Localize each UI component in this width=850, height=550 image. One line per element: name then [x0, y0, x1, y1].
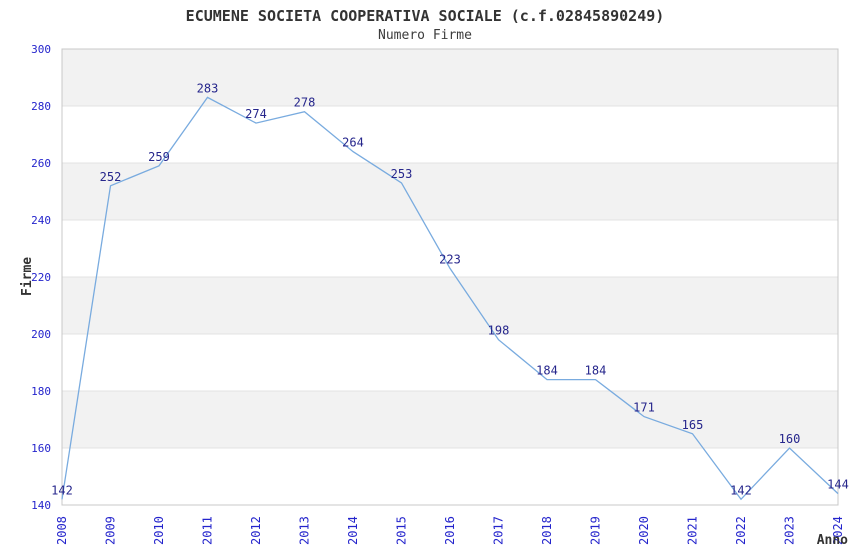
data-point-label: 223 — [439, 252, 461, 266]
grid-band — [62, 391, 838, 448]
y-axis-tick-label: 240 — [31, 214, 51, 227]
data-point-label: 142 — [51, 483, 73, 497]
y-axis-tick-label: 180 — [31, 385, 51, 398]
data-point-label: 160 — [779, 432, 801, 446]
data-point-label: 171 — [633, 401, 655, 415]
x-axis-tick-label: 2009 — [104, 516, 118, 545]
data-point-label: 259 — [148, 150, 170, 164]
chart-subtitle: Numero Firme — [378, 28, 472, 43]
grid-band — [62, 163, 838, 220]
x-axis-tick-label: 2015 — [395, 516, 409, 545]
x-axis-title: Anno — [817, 533, 848, 548]
x-axis-tick-label: 2012 — [249, 516, 263, 545]
x-axis-tick-label: 2024 — [831, 516, 845, 545]
data-point-label: 283 — [197, 81, 219, 95]
data-point-label: 264 — [342, 136, 364, 150]
y-axis-tick-label: 260 — [31, 157, 51, 170]
y-axis-tick-label: 220 — [31, 271, 51, 284]
x-axis-tick-label: 2014 — [346, 516, 360, 545]
grid-band — [62, 277, 838, 334]
y-axis-title: Firme — [20, 257, 35, 296]
data-point-label: 165 — [682, 418, 704, 432]
x-axis-tick-label: 2023 — [783, 516, 797, 545]
x-axis-tick-label: 2018 — [540, 516, 554, 545]
x-axis-tick-label: 2021 — [686, 516, 700, 545]
y-axis-tick-label: 280 — [31, 100, 51, 113]
x-axis-tick-label: 2013 — [298, 516, 312, 545]
x-axis-tick-label: 2019 — [589, 516, 603, 545]
x-axis-tick-label: 2011 — [201, 516, 215, 545]
plot-border — [61, 48, 839, 506]
x-axis-tick-label: 2020 — [637, 516, 651, 545]
y-axis-tick-label: 300 — [31, 43, 51, 56]
y-axis-tick-label: 160 — [31, 442, 51, 455]
data-point-label: 253 — [391, 167, 413, 181]
data-point-label: 144 — [827, 478, 849, 492]
x-axis-tick-label: 2022 — [734, 516, 748, 545]
y-axis-tick-label: 140 — [31, 499, 51, 512]
y-axis-tick-label: 200 — [31, 328, 51, 341]
data-point-label: 142 — [730, 483, 752, 497]
data-point-label: 274 — [245, 107, 267, 121]
data-point-label: 198 — [488, 324, 510, 338]
x-axis-tick-label: 2008 — [55, 516, 69, 545]
data-line — [61, 96, 839, 501]
x-axis-tick-label: 2010 — [152, 516, 166, 545]
data-point-label: 278 — [294, 96, 316, 110]
chart-title: ECUMENE SOCIETA COOPERATIVA SOCIALE (c.f… — [185, 7, 665, 25]
x-axis-tick-label: 2017 — [492, 516, 506, 545]
data-point-label: 252 — [100, 170, 122, 184]
data-point-label: 184 — [585, 364, 607, 378]
grid-band — [62, 49, 838, 106]
x-axis-tick-label: 2016 — [443, 516, 457, 545]
data-point-label: 184 — [536, 364, 558, 378]
